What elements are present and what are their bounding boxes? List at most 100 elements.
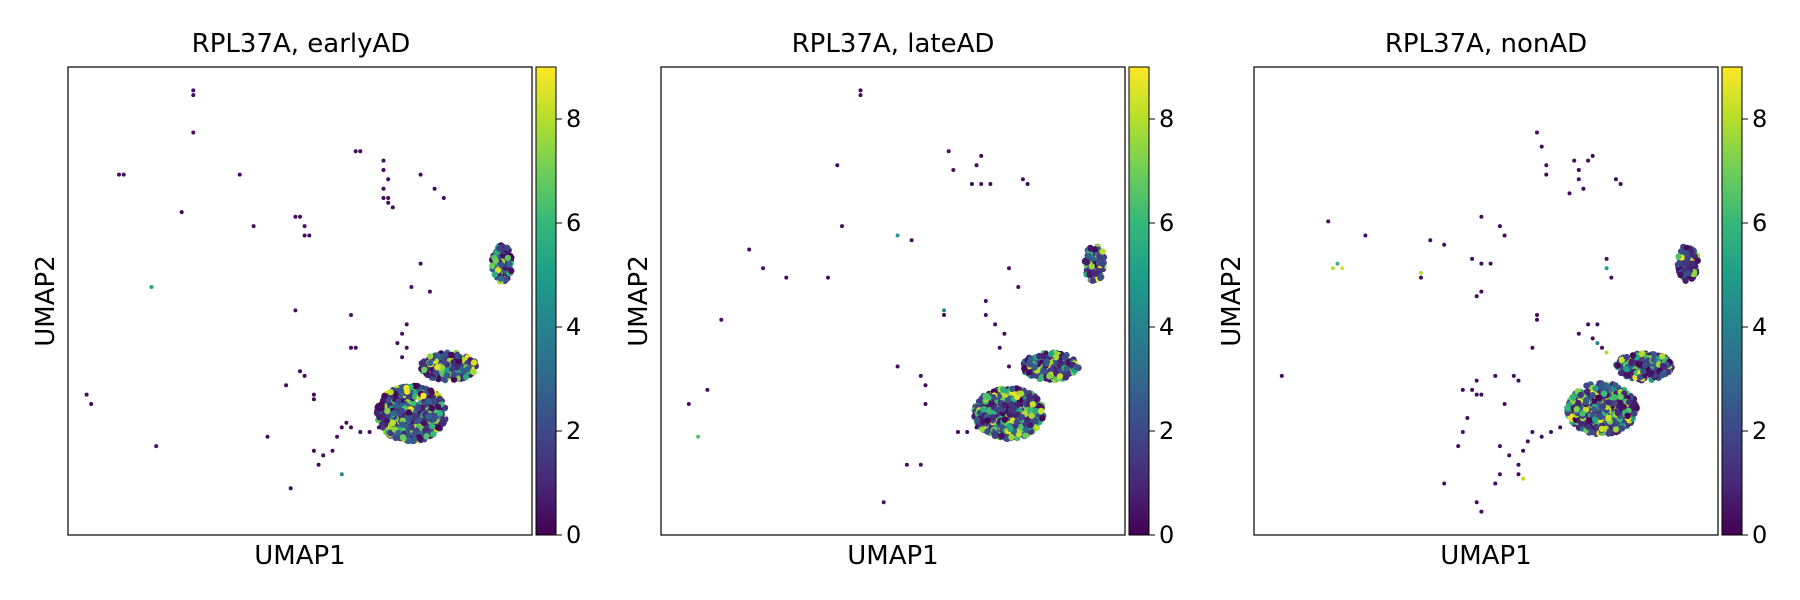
cell-point xyxy=(1617,393,1624,400)
cell-point xyxy=(1099,260,1106,267)
cell-point xyxy=(1618,182,1623,186)
cell-point xyxy=(1604,383,1611,390)
cell-point xyxy=(1567,191,1572,196)
cell-point xyxy=(1073,363,1080,371)
cell-point xyxy=(489,262,496,269)
cell-point xyxy=(386,177,391,182)
cell-point xyxy=(1082,257,1089,264)
cell-point xyxy=(1605,414,1612,422)
cell-point xyxy=(1001,402,1008,409)
cell-point xyxy=(1572,158,1577,163)
cell-point xyxy=(1363,233,1368,238)
colorbar-tick-label: 4 xyxy=(1159,313,1174,341)
colorbar-tick-label: 8 xyxy=(1159,105,1174,133)
cell-point xyxy=(696,434,701,439)
cell-point xyxy=(191,130,196,135)
colorbar-tick-label: 8 xyxy=(1752,105,1767,133)
cell-point xyxy=(421,366,428,373)
cell-point xyxy=(1474,500,1479,505)
cell-point xyxy=(443,372,450,379)
cell-point xyxy=(381,168,386,172)
cell-point xyxy=(1586,158,1591,163)
cell-point xyxy=(1014,401,1021,408)
cell-point xyxy=(1056,373,1064,380)
cell-point xyxy=(918,462,923,467)
cell-point xyxy=(1479,214,1484,219)
cell-point xyxy=(353,345,358,350)
cell-point xyxy=(427,387,435,394)
cell-point xyxy=(1590,406,1598,413)
cell-point xyxy=(491,271,499,278)
cell-point xyxy=(1635,361,1643,368)
cell-point xyxy=(1564,405,1572,412)
umap-panel-earlyad: RPL37A, earlyAD UMAP1 UMAP2 0 2 4 6 8 xyxy=(31,29,581,571)
cell-point xyxy=(470,368,477,376)
cell-point xyxy=(840,224,844,229)
colorbar-ticks: 0 2 4 6 8 xyxy=(556,105,581,549)
cell-point xyxy=(384,407,391,415)
cell-point xyxy=(1665,368,1672,376)
cell-point xyxy=(1026,393,1034,400)
cell-point xyxy=(719,317,724,322)
cell-point xyxy=(1022,432,1029,439)
colorbar-ticks: 0 2 4 6 8 xyxy=(1742,105,1767,549)
cell-point xyxy=(1007,406,1014,414)
cell-point xyxy=(1576,168,1581,172)
cell-point xyxy=(1085,252,1093,260)
cell-point xyxy=(951,168,956,172)
cell-point xyxy=(438,364,446,371)
cell-point xyxy=(1521,476,1526,481)
cell-point xyxy=(923,402,928,406)
cell-point xyxy=(344,420,349,425)
cell-point xyxy=(431,397,438,405)
cell-point xyxy=(1614,409,1622,417)
cell-point xyxy=(979,418,986,425)
cell-point xyxy=(1516,378,1521,383)
cell-point xyxy=(1576,331,1581,336)
cell-point xyxy=(1660,363,1668,371)
cell-point xyxy=(1604,256,1609,261)
cell-point xyxy=(826,275,830,280)
cell-point xyxy=(117,172,121,177)
cell-point xyxy=(1031,364,1038,371)
cell-point xyxy=(418,261,423,266)
cell-point xyxy=(330,448,335,453)
cell-point xyxy=(1595,322,1600,327)
cell-point xyxy=(349,313,353,317)
colorbar-tick-label: 6 xyxy=(1752,209,1767,237)
cell-point xyxy=(1685,270,1692,277)
cell-point xyxy=(432,186,437,191)
colorbar-tick-label: 6 xyxy=(566,209,581,237)
y-axis-label: UMAP2 xyxy=(1217,255,1247,346)
cell-point xyxy=(1579,410,1586,417)
colorbar-tick-label: 0 xyxy=(1159,521,1174,549)
cell-point xyxy=(1326,219,1331,224)
cell-point xyxy=(1576,177,1581,182)
cell-point xyxy=(895,364,900,369)
cell-point xyxy=(420,358,428,365)
cell-point xyxy=(1025,182,1030,186)
y-axis-label: UMAP2 xyxy=(624,255,654,346)
plot-frame xyxy=(660,66,1126,536)
x-axis-label: UMAP1 xyxy=(254,541,345,571)
cell-point xyxy=(386,196,391,200)
cell-point xyxy=(1330,266,1335,271)
cell-point xyxy=(398,407,406,415)
cell-point xyxy=(1001,416,1009,423)
cell-point xyxy=(302,233,307,238)
cell-point xyxy=(990,430,998,437)
cell-point xyxy=(1535,317,1539,322)
cell-point xyxy=(1026,361,1034,368)
cell-point xyxy=(1683,260,1690,267)
cell-point xyxy=(1590,153,1595,158)
colorbar xyxy=(1128,66,1150,536)
cell-point xyxy=(1039,359,1044,364)
cell-point xyxy=(1004,396,1011,404)
cell-point xyxy=(450,376,458,383)
cell-point xyxy=(1027,407,1034,414)
cell-point xyxy=(1456,444,1461,449)
cell-point xyxy=(1039,415,1046,422)
colorbar-tick-label: 4 xyxy=(1752,313,1767,341)
cell-point xyxy=(1419,275,1423,280)
cell-point xyxy=(1470,256,1475,261)
